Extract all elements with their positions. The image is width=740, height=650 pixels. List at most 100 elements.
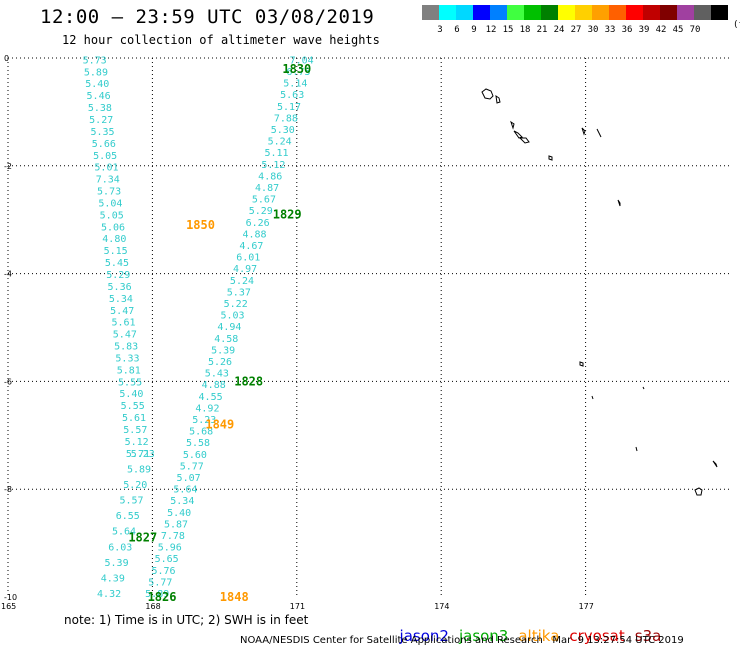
track-b-swh-value: 5.68: [189, 427, 213, 438]
track-a-swh-value: 5.35: [90, 127, 114, 138]
legend-swatch: [507, 5, 524, 20]
lat-tick-label: -2: [4, 162, 12, 171]
track-b-swh-value: 7.04: [290, 55, 314, 66]
legend-swatch: [456, 5, 473, 20]
map-title: 12:00 — 23:59 UTC 03/08/2019: [40, 6, 375, 28]
track-a-swh-value: 7.34: [96, 175, 120, 186]
track-b-swh-value: 5.22: [224, 299, 248, 310]
legend-label: 12: [485, 25, 497, 35]
track-b-swh-value: 5.29: [249, 206, 273, 217]
pass-label: 1849: [205, 418, 234, 432]
track-c-swh-value: 5.89: [127, 464, 151, 475]
track-a-swh-value: 5.06: [101, 222, 125, 233]
legend-label: 9: [471, 25, 477, 35]
pass-label: 1830: [282, 62, 311, 76]
track-b-swh-value: 6.75: [286, 67, 310, 78]
track-a-swh-value: 5.34: [109, 294, 133, 305]
track-b-swh-value: 5.43: [205, 369, 229, 380]
legend-label: 27: [570, 25, 582, 35]
legend-label: 70: [689, 25, 701, 35]
legend-swatch: [626, 5, 643, 20]
track-b-swh-value: 5.89: [145, 589, 169, 600]
island-outline: [712, 460, 718, 468]
track-b-swh-value: 5.37: [227, 287, 251, 298]
legend-swatch: [609, 5, 626, 20]
pass-label: 1829: [273, 207, 302, 221]
track-b-swh-value: 6.26: [246, 218, 270, 229]
legend-label: 24: [553, 25, 565, 35]
track-a-swh-value: 5.36: [108, 282, 132, 293]
track-a-swh-value: 5.05: [93, 151, 117, 162]
lat-tick-label: 0: [4, 54, 9, 63]
legend-swatch: [524, 5, 541, 20]
legend-label: 21: [536, 25, 548, 35]
satellite-cryosat: cryosat: [569, 627, 625, 645]
legend-swatch: [541, 5, 558, 20]
track-b-swh-value: 5.63: [280, 90, 304, 101]
lon-tick-label: 168: [145, 602, 160, 611]
satellite-legend: jason2 jason3 altika cryosat s3a: [390, 609, 671, 645]
lon-tick-label: 171: [290, 602, 305, 611]
track-b-swh-value: 5.96: [158, 543, 182, 554]
track-a-swh-value: 5.57: [123, 425, 147, 436]
track-b-swh-value: 5.39: [211, 345, 235, 356]
island-outline: [617, 199, 621, 207]
pass-label: 1826: [148, 590, 177, 604]
legend-swatch: [592, 5, 609, 20]
satellite-altika: altika: [518, 627, 560, 645]
legend-label: 36: [621, 25, 633, 35]
track-b-swh-value: 5.65: [155, 554, 179, 565]
lon-tick-label: 177: [579, 602, 594, 611]
track-a-swh-value: 5.01: [94, 163, 118, 174]
island-outline: [581, 127, 586, 136]
legend-unit: (ft): [733, 20, 740, 30]
track-a-swh-value: 4.80: [102, 234, 126, 245]
track-b-swh-value: 4.55: [199, 392, 223, 403]
track-b-swh-value: 5.76: [151, 566, 175, 577]
track-b-swh-value: 4.58: [214, 334, 238, 345]
pass-label: 1850: [186, 218, 215, 232]
legend-label: 39: [638, 25, 650, 35]
track-a-swh-value: 5.73: [83, 55, 107, 66]
altimeter-tracks: 5.735.895.405.465.385.275.355.665.055.01…: [83, 55, 314, 600]
track-b-swh-value: 4.97: [233, 264, 257, 275]
legend-swatch: [439, 5, 456, 20]
lon-tick-label: 174: [434, 602, 449, 611]
satellite-s3a: s3a: [634, 627, 662, 645]
track-c-swh-value: 6.03: [108, 542, 132, 553]
legend-label: 6: [454, 25, 460, 35]
track-b-swh-value: 4.88: [242, 229, 266, 240]
satellite-jason3: jason3: [458, 627, 509, 645]
track-c-swh-value: 4.32: [97, 589, 121, 600]
lat-tick-label: -10: [4, 593, 17, 602]
track-b-swh-value: 5.77: [148, 577, 172, 588]
track-b-swh-value: 5.34: [170, 496, 194, 507]
lat-tick-label: -8: [4, 485, 12, 494]
track-b-swh-value: 6.01: [236, 253, 260, 264]
track-a-swh-value: 5.61: [111, 318, 135, 329]
island-outlines: [481, 88, 718, 496]
island-outline: [513, 130, 523, 139]
pass-label: 1848: [220, 590, 249, 604]
pass-label: 1828: [234, 374, 263, 388]
track-a-swh-value: 5.04: [98, 198, 122, 209]
island-outline: [579, 361, 584, 367]
legend-swatch: [660, 5, 677, 20]
legend-swatch: [558, 5, 575, 20]
track-b-swh-value: 5.03: [221, 311, 245, 322]
legend-label: 18: [519, 25, 531, 35]
island-outline: [591, 395, 594, 400]
track-b-swh-value: 5.14: [283, 79, 307, 90]
track-b-swh-value: 5.40: [167, 508, 191, 519]
credit-line: NOAA/NESDIS Center for Satellite Applica…: [240, 635, 684, 646]
track-b-swh-value: 5.11: [264, 148, 288, 159]
track-a-swh-value: 5.47: [110, 306, 134, 317]
track-b-swh-value: 5.24: [268, 137, 292, 148]
island-outline: [510, 120, 515, 130]
track-a-swh-value: 5.73: [97, 187, 121, 198]
track-b-swh-value: 5.12: [261, 160, 285, 171]
lon-tick-label: 165: [1, 602, 16, 611]
track-c-swh-value: 6.55: [116, 511, 140, 522]
track-c-swh-value: 5.20: [123, 480, 147, 491]
